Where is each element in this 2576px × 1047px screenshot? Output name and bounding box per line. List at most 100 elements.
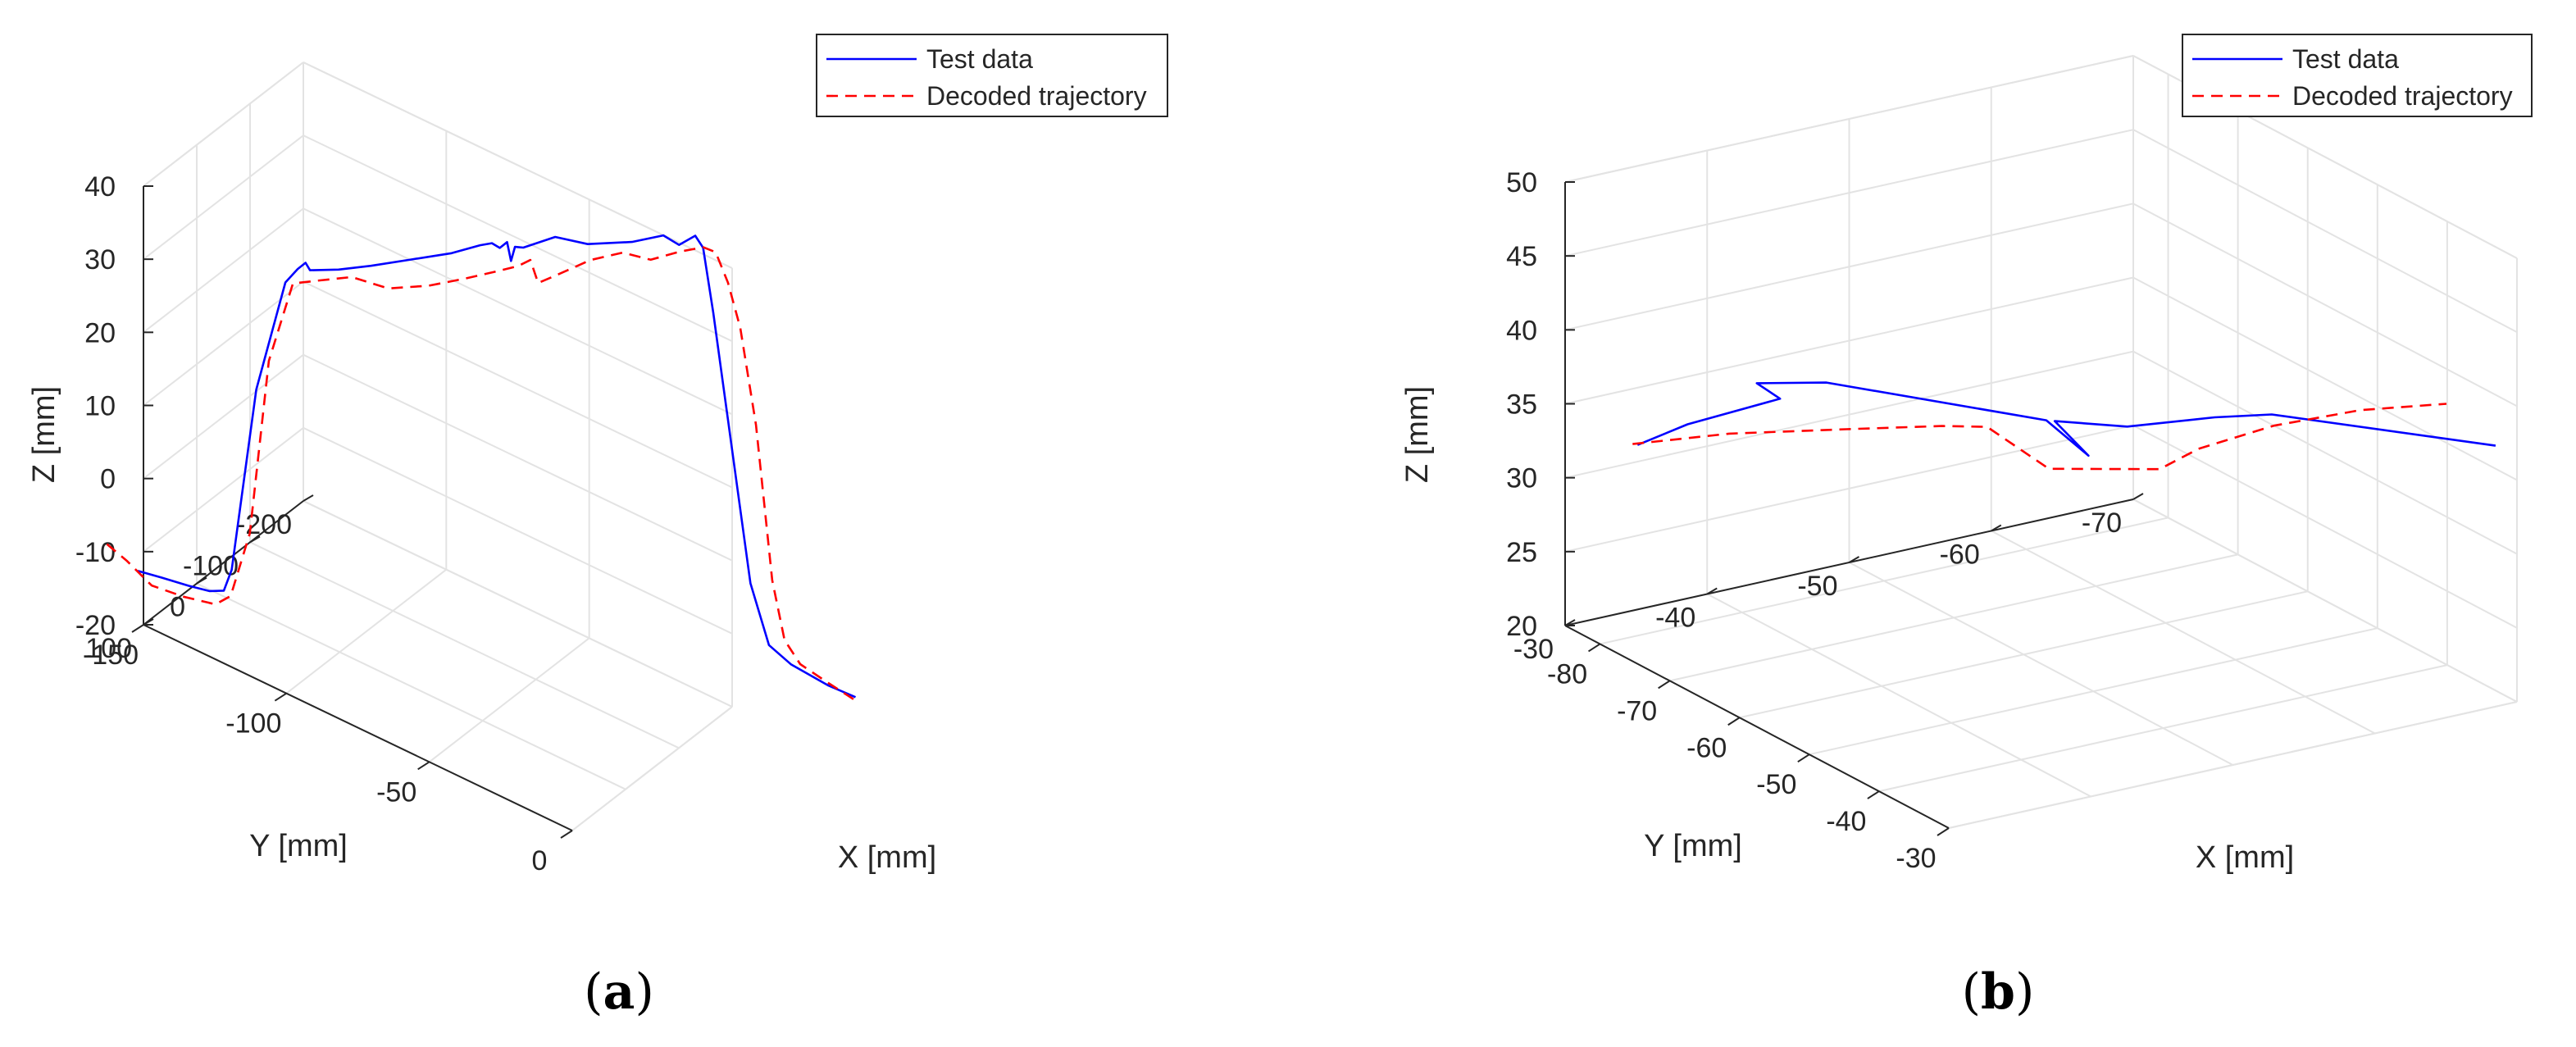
caption-open-paren: ( xyxy=(584,963,603,1021)
x-tick-label: -80 xyxy=(1547,658,1587,690)
wall-gridline xyxy=(2132,350,2518,555)
wall-gridline xyxy=(2132,129,2518,334)
x-axis-label: X [mm] xyxy=(838,840,936,875)
floor-gridline xyxy=(1849,562,2233,766)
wall-gridline xyxy=(2132,276,2518,481)
z-tick-label: 30 xyxy=(1506,463,1537,494)
box-edge xyxy=(143,61,304,187)
y-tick xyxy=(196,576,207,585)
y-tick-label: 100 xyxy=(85,633,132,664)
x-tick xyxy=(1727,717,1741,726)
y-tick xyxy=(1991,524,2002,532)
x-axis-line xyxy=(1564,625,1950,829)
z-axis-label: Z [mm] xyxy=(1400,386,1435,483)
wall-gridline xyxy=(303,353,733,562)
z-tick-label: 10 xyxy=(84,391,116,422)
wall-gridline xyxy=(1564,276,2134,405)
wall-gridline xyxy=(303,207,733,416)
legend-label: Test data xyxy=(926,44,1033,74)
y-tick-label: -50 xyxy=(1797,571,1837,602)
wall-gridline xyxy=(1564,203,2134,331)
y-tick-label: 0 xyxy=(170,592,185,623)
x-tick-label: -100 xyxy=(225,708,281,740)
z-tick-label: 40 xyxy=(1506,315,1537,346)
y-tick-label: -60 xyxy=(1940,539,1980,571)
wall-gridline xyxy=(1564,424,2134,553)
wall-gridline xyxy=(2132,498,2518,703)
wall-gridline xyxy=(303,426,733,635)
caption-close-paren: ) xyxy=(635,963,653,1021)
legend-box xyxy=(2182,34,2533,117)
series-line-test-data xyxy=(1636,381,2496,457)
wall-gridline xyxy=(143,134,304,260)
z-tick-label: 20 xyxy=(1506,611,1537,642)
y-axis-line xyxy=(143,500,304,626)
x-tick xyxy=(560,830,573,839)
y-tick-label: -30 xyxy=(1513,634,1554,665)
floor-gridline xyxy=(1706,593,2091,798)
y-tick xyxy=(1564,619,1576,626)
x-tick-label: -40 xyxy=(1826,806,1866,837)
caption-letter: a xyxy=(603,963,635,1021)
y-axis-label: Y [mm] xyxy=(1644,829,1742,863)
x-tick xyxy=(1937,827,1950,836)
caption-open-paren: ( xyxy=(1962,963,1981,1021)
z-tick-label: 35 xyxy=(1506,389,1537,421)
y-tick-label: -40 xyxy=(1655,603,1695,634)
wall-gridline xyxy=(143,353,304,480)
x-axis-line xyxy=(143,624,573,831)
x-tick-label: -50 xyxy=(376,776,416,808)
box-edge xyxy=(571,706,733,831)
z-tick-label: 0 xyxy=(100,464,116,495)
y-axis-label: Y [mm] xyxy=(249,829,348,863)
x-tick-label: -60 xyxy=(1686,732,1727,763)
floor-gridline xyxy=(196,582,626,790)
x-tick xyxy=(274,692,287,702)
y-tick xyxy=(143,618,154,626)
wall-gridline xyxy=(1564,129,2134,257)
legend-label: Test data xyxy=(2292,44,2399,74)
x-tick-label: -150 xyxy=(83,640,139,671)
z-tick-label: -20 xyxy=(75,610,116,641)
floor-gridline xyxy=(285,568,447,694)
y-tick-label: -100 xyxy=(183,550,239,581)
x-tick-label: -70 xyxy=(1617,695,1657,726)
wall-gridline xyxy=(1564,350,2134,479)
wall-gridline xyxy=(143,280,304,407)
x-tick xyxy=(1658,680,1671,690)
x-axis-label: X [mm] xyxy=(2196,840,2294,875)
box-edge xyxy=(303,61,733,269)
z-tick-label: 50 xyxy=(1506,167,1537,198)
x-tick-label: 0 xyxy=(532,845,548,876)
panel-a: -150-100-5001000-100-200-20-10010203040X… xyxy=(27,34,1168,1021)
y-tick xyxy=(249,535,261,544)
panel-caption: (b) xyxy=(1962,963,2035,1021)
x-tick-label: -30 xyxy=(1896,843,1936,874)
series-line-test-data xyxy=(137,234,857,699)
z-tick-label: -10 xyxy=(75,537,116,568)
y-tick-label: -200 xyxy=(236,509,292,540)
legend-label: Decoded trajectory xyxy=(2292,81,2513,111)
caption-close-paren: ) xyxy=(2015,963,2034,1021)
z-tick-label: 20 xyxy=(84,317,116,348)
x-tick-label: -50 xyxy=(1756,769,1796,800)
box-edge xyxy=(1564,55,2134,183)
wall-gridline xyxy=(143,427,304,553)
floor-gridline xyxy=(249,541,680,749)
floor-gridline xyxy=(1991,530,2376,735)
x-tick xyxy=(131,624,144,633)
y-tick xyxy=(1706,587,1718,595)
legend-label: Decoded trajectory xyxy=(926,81,1147,111)
y-tick xyxy=(2132,493,2144,500)
wall-gridline xyxy=(303,134,733,343)
panel-caption: (a) xyxy=(584,963,654,1021)
z-axis-label: Z [mm] xyxy=(27,386,61,483)
y-tick-label: -70 xyxy=(2082,508,2122,539)
z-tick-label: 30 xyxy=(84,244,116,275)
legend-box xyxy=(816,34,1168,117)
panel-b: -80 -70 -60 -50 -40 -30 -30 -40 -50 -60 -70 20 25 30 3… xyxy=(1400,34,2533,1021)
series-line-decoded-trajectory xyxy=(106,246,857,702)
z-tick-label: 40 xyxy=(84,171,116,203)
y-tick xyxy=(1848,556,1860,563)
